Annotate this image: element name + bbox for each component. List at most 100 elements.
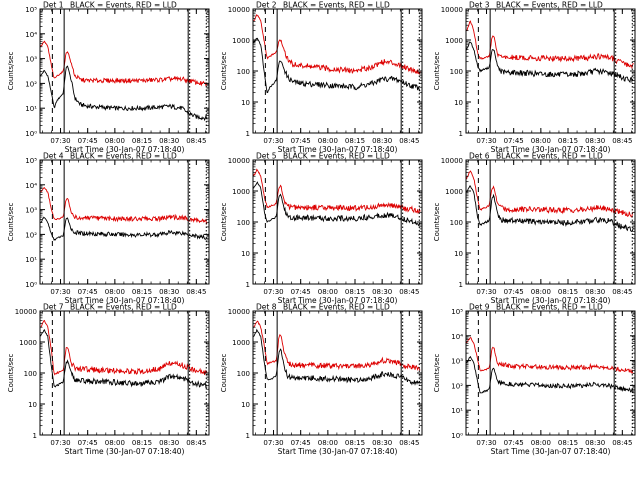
x-tick-label: 07:45 <box>78 137 98 145</box>
x-tick-label: 07:45 <box>504 439 524 447</box>
x-tick-label: 08:15 <box>558 439 578 447</box>
x-tick-label: 07:45 <box>504 137 524 145</box>
x-axis-label: Start Time (30-Jan-07 07:18:40) <box>65 145 185 154</box>
y-tick-label: 10³ <box>451 358 463 366</box>
series-line-events <box>253 37 421 94</box>
x-tick-label: 08:30 <box>585 288 605 296</box>
y-axis-label: Counts/sec <box>433 52 441 91</box>
series-line-events <box>466 355 634 394</box>
y-tick-label: 100 <box>237 370 250 378</box>
y-tick-label: 100 <box>237 68 250 76</box>
x-tick-label: 08:00 <box>105 288 125 296</box>
series-line-events <box>40 216 208 242</box>
y-tick-label: 10000 <box>228 6 250 14</box>
series-line-events <box>253 328 421 386</box>
y-tick-label: 10⁰ <box>25 130 37 138</box>
y-tick-label: 100 <box>450 219 463 227</box>
series-line-events <box>40 65 208 122</box>
panel-det-3: 1 10 100 1000 10000 07:30 07:45 08:00 08:15 08:30… <box>433 1 636 154</box>
panel-det-7: 1 10 100 1000 10000 07:30 07:45 08:00 08:15 08:30… <box>7 303 210 456</box>
y-tick-label: 10³ <box>25 56 37 64</box>
legend-text: BLACK = Events, RED = LLD <box>283 303 390 312</box>
panel-det-4: 10⁰ 10¹ 10² 10³ 10⁴ 10⁵ 07:30 07:45 08:00 08:15 08… <box>7 152 210 305</box>
panel-title: Det 7 <box>43 303 64 312</box>
x-tick-label: 08:30 <box>372 439 392 447</box>
panel-title: Det 2 <box>256 1 277 10</box>
x-tick-label: 08:00 <box>105 439 125 447</box>
plot-frame <box>39 159 210 285</box>
x-tick-label: 07:30 <box>263 439 283 447</box>
y-tick-label: 10⁰ <box>451 432 463 440</box>
x-axis-label: Start Time (30-Jan-07 07:18:40) <box>65 296 185 305</box>
y-tick-label: 10 <box>28 401 37 409</box>
x-tick-label: 07:30 <box>476 288 496 296</box>
y-tick-label: 10 <box>454 99 463 107</box>
y-tick-label: 10 <box>454 250 463 258</box>
y-tick-label: 10 <box>241 99 250 107</box>
x-tick-label: 08:45 <box>186 137 206 145</box>
plot-area <box>466 337 634 394</box>
x-tick-label: 08:30 <box>372 288 392 296</box>
plot-area <box>253 13 421 94</box>
y-tick-label: 10000 <box>228 157 250 165</box>
plot-frame <box>465 310 636 436</box>
y-axis-label: Counts/sec <box>7 203 15 242</box>
y-tick-label: 10 <box>241 250 250 258</box>
panel-title: Det 1 <box>43 1 64 10</box>
y-tick-label: 10⁰ <box>25 281 37 289</box>
panel-title: Det 3 <box>469 1 490 10</box>
y-axis-label: Counts/sec <box>220 354 228 393</box>
y-tick-label: 10¹ <box>25 256 37 264</box>
y-tick-label: 1 <box>459 281 463 289</box>
legend-text: BLACK = Events, RED = LLD <box>70 152 177 161</box>
plot-area <box>40 319 208 389</box>
series-line-events <box>40 328 208 389</box>
x-tick-label: 08:30 <box>585 439 605 447</box>
legend-text: BLACK = Events, RED = LLD <box>283 1 390 10</box>
series-line-events <box>466 185 634 233</box>
panel-det-6: 1 10 100 1000 10000 07:30 07:45 08:00 08:15 08:30… <box>433 152 636 305</box>
x-tick-label: 08:30 <box>372 137 392 145</box>
x-tick-label: 07:45 <box>291 137 311 145</box>
y-tick-label: 10³ <box>25 207 37 215</box>
x-tick-label: 08:45 <box>399 137 419 145</box>
y-tick-label: 10000 <box>15 308 37 316</box>
y-axis-label: Counts/sec <box>433 203 441 242</box>
y-tick-label: 100 <box>237 219 250 227</box>
x-tick-label: 08:45 <box>612 288 632 296</box>
x-axis-label: Start Time (30-Jan-07 07:18:40) <box>278 145 398 154</box>
x-axis-label: Start Time (30-Jan-07 07:18:40) <box>278 296 398 305</box>
series-line-events <box>253 181 421 227</box>
x-tick-label: 08:00 <box>318 288 338 296</box>
x-tick-label: 08:30 <box>159 439 179 447</box>
y-axis-label: Counts/sec <box>220 203 228 242</box>
x-tick-label: 08:45 <box>399 288 419 296</box>
y-tick-label: 100 <box>24 370 37 378</box>
x-tick-label: 07:30 <box>476 439 496 447</box>
x-tick-label: 07:45 <box>291 288 311 296</box>
series-line-lld <box>466 20 634 70</box>
y-tick-label: 100 <box>450 68 463 76</box>
y-tick-label: 10⁴ <box>451 333 463 341</box>
y-tick-label: 10⁵ <box>25 6 37 14</box>
x-tick-label: 07:45 <box>78 439 98 447</box>
legend-text: BLACK = Events, RED = LLD <box>70 303 177 312</box>
x-tick-label: 07:30 <box>50 439 70 447</box>
x-tick-label: 08:15 <box>345 439 365 447</box>
series-line-lld <box>253 168 421 214</box>
y-axis-label: Counts/sec <box>7 354 15 393</box>
y-axis-label: Counts/sec <box>7 52 15 91</box>
series-line-lld <box>253 320 421 371</box>
series-line-lld <box>40 319 208 376</box>
x-tick-label: 08:00 <box>105 137 125 145</box>
y-tick-label: 10² <box>451 382 463 390</box>
panel-det-2: 1 10 100 1000 10000 07:30 07:45 08:00 08:15 08:30… <box>220 1 423 154</box>
x-tick-label: 08:00 <box>531 288 551 296</box>
plot-area <box>253 320 421 386</box>
x-tick-label: 08:00 <box>531 439 551 447</box>
y-tick-label: 10⁴ <box>25 182 37 190</box>
y-tick-label: 1000 <box>232 188 250 196</box>
y-tick-label: 1000 <box>445 188 463 196</box>
